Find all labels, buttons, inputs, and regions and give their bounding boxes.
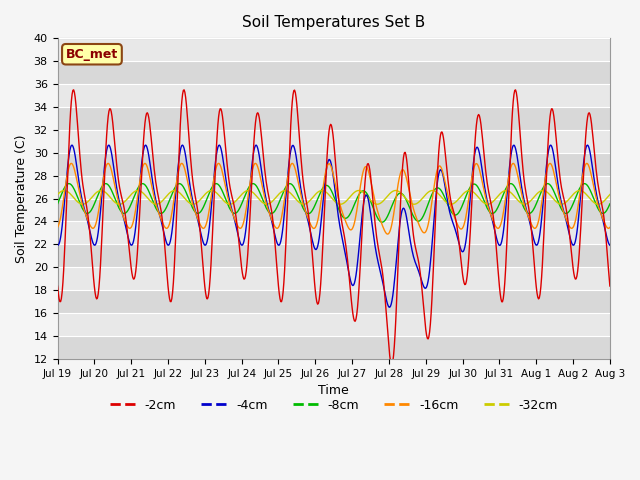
Bar: [58, 38, 610, 61]
-16cm: [200, 226, 207, 231]
Bar: [58, 336, 610, 359]
X-axis label: Time: Time: [318, 384, 349, 397]
-32cm: [606, 192, 614, 197]
-2cm: [435, 148, 443, 154]
Line: -32cm: -32cm: [58, 191, 610, 204]
Bar: [58, 199, 610, 221]
-8cm: [381, 218, 388, 224]
-8cm: [435, 185, 443, 191]
-16cm: [175, 164, 183, 170]
-8cm: [378, 219, 386, 225]
-4cm: [200, 240, 207, 245]
-2cm: [388, 361, 396, 367]
Bar: [58, 221, 610, 244]
Text: BC_met: BC_met: [66, 48, 118, 61]
-16cm: [67, 160, 75, 166]
-4cm: [54, 242, 61, 248]
-32cm: [54, 192, 61, 197]
Title: Soil Temperatures Set B: Soil Temperatures Set B: [242, 15, 426, 30]
-16cm: [54, 225, 61, 230]
-8cm: [200, 204, 207, 210]
-2cm: [557, 180, 564, 186]
Legend: -2cm, -4cm, -8cm, -16cm, -32cm: -2cm, -4cm, -8cm, -16cm, -32cm: [104, 394, 563, 417]
-4cm: [557, 197, 564, 203]
-2cm: [175, 138, 183, 144]
-4cm: [435, 171, 443, 177]
Bar: [58, 153, 610, 176]
-32cm: [557, 201, 564, 207]
-32cm: [177, 191, 184, 196]
Bar: [58, 107, 610, 130]
-4cm: [606, 242, 614, 248]
-32cm: [381, 197, 388, 203]
Bar: [58, 84, 610, 107]
Bar: [58, 244, 610, 267]
-32cm: [327, 194, 335, 200]
-32cm: [435, 191, 443, 197]
-4cm: [386, 304, 394, 310]
-16cm: [557, 200, 564, 206]
-4cm: [175, 152, 183, 158]
-4cm: [105, 142, 113, 148]
Bar: [58, 313, 610, 336]
Bar: [58, 61, 610, 84]
-8cm: [326, 185, 333, 191]
Line: -2cm: -2cm: [58, 90, 610, 364]
-16cm: [383, 231, 391, 237]
-16cm: [606, 225, 614, 230]
-2cm: [326, 123, 333, 129]
Bar: [58, 267, 610, 290]
-8cm: [557, 205, 564, 211]
-8cm: [606, 201, 614, 207]
Line: -8cm: -8cm: [58, 184, 610, 222]
Y-axis label: Soil Temperature (C): Soil Temperature (C): [15, 134, 28, 263]
-4cm: [326, 157, 333, 163]
-2cm: [200, 267, 207, 273]
Bar: [58, 130, 610, 153]
Line: -4cm: -4cm: [58, 145, 610, 307]
-4cm: [380, 283, 387, 289]
-2cm: [70, 87, 77, 93]
-2cm: [606, 283, 614, 289]
-8cm: [65, 181, 73, 187]
-16cm: [326, 161, 333, 167]
Bar: [58, 290, 610, 313]
-32cm: [79, 202, 86, 207]
-8cm: [54, 201, 61, 207]
-32cm: [61, 188, 68, 193]
Line: -16cm: -16cm: [58, 163, 610, 234]
-16cm: [380, 226, 387, 231]
-32cm: [200, 192, 208, 198]
Bar: [58, 176, 610, 199]
-2cm: [380, 279, 387, 285]
-2cm: [54, 283, 61, 289]
-16cm: [435, 164, 443, 169]
-8cm: [175, 181, 183, 187]
